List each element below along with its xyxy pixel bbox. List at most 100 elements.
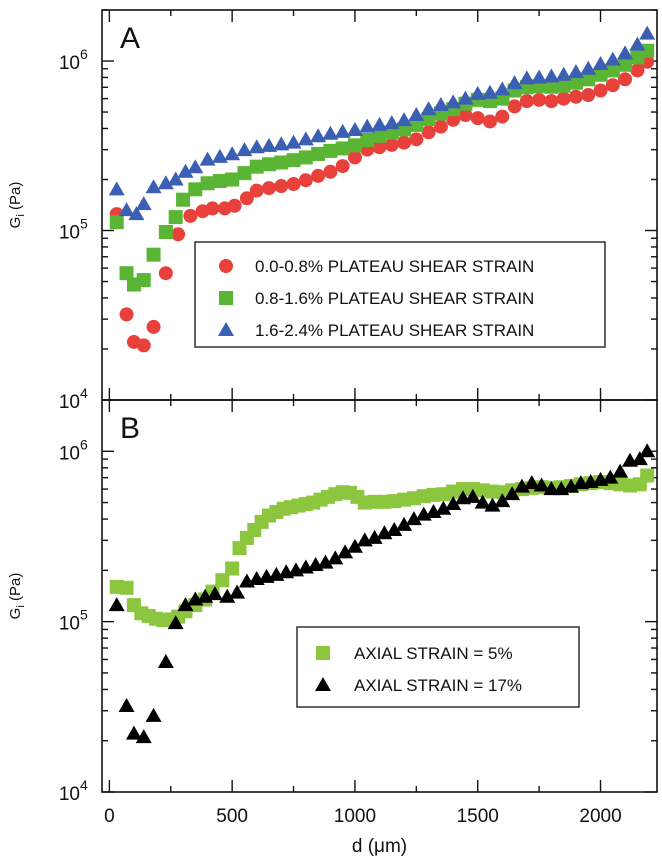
legend-entry: 0.8-1.6% PLATEAU SHEAR STRAIN: [255, 289, 534, 308]
data-point: [555, 66, 572, 81]
data-point: [167, 615, 184, 630]
legend-entry: 0.0-0.8% PLATEAU SHEAR STRAIN: [255, 257, 534, 276]
data-point: [533, 477, 550, 492]
data-point: [145, 707, 162, 722]
data-point: [176, 192, 191, 207]
x-tick-label: 1000: [334, 806, 376, 827]
data-point: [146, 319, 161, 334]
plot-frame: [101, 399, 658, 793]
data-point: [158, 224, 173, 239]
data-point: [464, 488, 481, 503]
data-point: [386, 522, 403, 537]
panel-label: B: [120, 412, 140, 445]
data-point: [158, 266, 173, 281]
data-point: [311, 168, 326, 183]
data-point: [469, 85, 486, 100]
data-point: [405, 511, 422, 526]
y-tick-label-exponent: 6: [80, 436, 88, 452]
data-point: [543, 68, 560, 83]
legend-marker: [316, 646, 330, 660]
data-point: [593, 83, 608, 98]
data-point: [347, 138, 362, 153]
data-point: [532, 92, 547, 107]
legend-box: [194, 241, 606, 348]
legend-entry: AXIAL STRAIN = 5%: [354, 644, 513, 663]
data-point: [482, 84, 499, 99]
panel-label: A: [120, 22, 140, 55]
data-point: [592, 56, 609, 71]
data-point: [384, 137, 399, 152]
data-point: [224, 146, 241, 161]
legend-entry: 1.6-2.4% PLATEAU SHEAR STRAIN: [255, 321, 534, 340]
data-point: [215, 573, 230, 588]
y-tick-label: 10: [59, 223, 80, 244]
data-point: [327, 550, 344, 565]
data-point: [457, 90, 474, 105]
data-point: [261, 181, 276, 196]
data-point: [360, 132, 375, 147]
data-point: [135, 196, 152, 211]
data-point: [346, 121, 363, 136]
series-0: [109, 54, 655, 353]
data-point: [523, 475, 540, 490]
data-point: [125, 725, 142, 740]
x-tick-label: 500: [216, 806, 248, 827]
data-point: [249, 183, 264, 198]
data-point: [145, 179, 162, 194]
y-tick-label: 10: [59, 614, 80, 635]
data-point: [432, 97, 449, 112]
data-point: [260, 137, 277, 152]
series-1: [109, 43, 655, 292]
data-point: [383, 115, 400, 130]
data-point: [236, 142, 253, 157]
data-point: [225, 561, 240, 576]
data-point: [629, 36, 646, 51]
data-point: [171, 227, 186, 242]
data-point: [567, 64, 584, 79]
data-point: [177, 597, 194, 612]
data-point: [581, 88, 596, 103]
data-point: [593, 67, 608, 82]
data-point: [118, 697, 135, 712]
y-tick-label-exponent: 5: [80, 607, 88, 623]
data-point: [519, 94, 534, 109]
data-point: [199, 151, 216, 166]
data-point: [618, 57, 633, 72]
data-point: [297, 131, 314, 146]
data-point: [433, 119, 448, 134]
data-point: [347, 150, 362, 165]
y-axis-label: Gi (Pa): [7, 182, 27, 229]
legend-marker: [219, 291, 233, 305]
data-point: [298, 150, 313, 165]
data-point: [602, 469, 619, 484]
data-point: [396, 516, 413, 531]
data-point: [135, 729, 152, 744]
data-point: [239, 191, 254, 206]
data-point: [458, 108, 473, 123]
data-point: [249, 159, 264, 174]
data-point: [285, 134, 302, 149]
data-point: [618, 72, 633, 87]
data-point: [495, 109, 510, 124]
data-point: [617, 45, 634, 60]
data-point: [421, 111, 436, 126]
legend-box: [296, 626, 580, 708]
y-tick-label-exponent: 6: [80, 46, 88, 62]
data-point: [483, 114, 498, 129]
data-point: [274, 155, 289, 170]
x-axis-label: d (μm): [352, 836, 407, 857]
data-point: [261, 157, 276, 172]
data-point: [445, 496, 462, 511]
data-point: [108, 181, 125, 196]
data-point: [640, 468, 655, 483]
legend-marker: [219, 259, 233, 273]
data-point: [128, 206, 145, 221]
data-point: [219, 588, 236, 603]
y-axis-label: Gi (Pa): [7, 573, 27, 620]
data-point: [531, 69, 548, 84]
data-point: [322, 125, 339, 140]
data-point: [274, 179, 289, 194]
data-point: [187, 159, 204, 174]
